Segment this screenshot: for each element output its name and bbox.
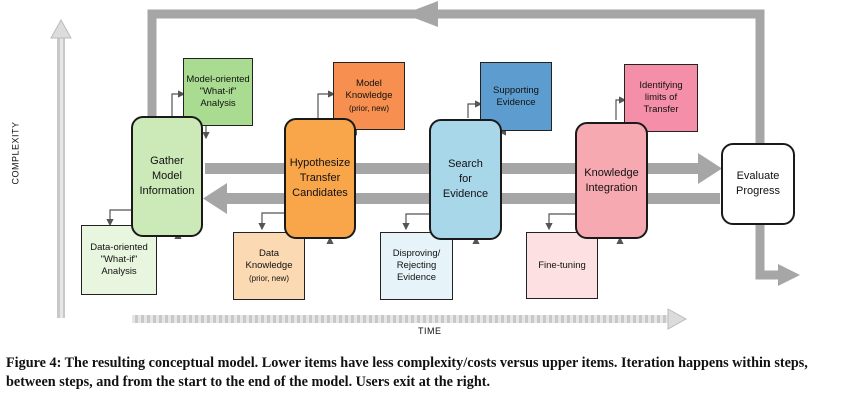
gather-model-information-box: Gather Model Information bbox=[131, 116, 203, 237]
evaluate-progress-box: Evaluate Progress bbox=[721, 143, 795, 225]
identifying-limits-box: Identifying limits of Transfer bbox=[624, 64, 698, 132]
fine-tuning-label: Fine-tuning bbox=[538, 259, 586, 271]
data-knowledge-box: Data Knowledge (prior, new) bbox=[233, 232, 305, 300]
complexity-axis-label: COMPLEXITY bbox=[10, 121, 21, 185]
data-whatif-label: Data-oriented "What-if" Analysis bbox=[90, 242, 148, 277]
complexity-axis-arrow bbox=[50, 18, 72, 318]
evaluate-progress-label: Evaluate Progress bbox=[735, 170, 781, 197]
feedback-loop-arrow bbox=[147, 1, 765, 146]
search-evidence-label: Search for Evidence bbox=[442, 158, 489, 200]
hypothesize-transfer-box: Hypothesize Transfer Candidates bbox=[284, 118, 356, 239]
exit-arrow bbox=[755, 225, 800, 286]
figure-caption-text: Figure 4: The resulting conceptual model… bbox=[6, 355, 808, 390]
data-knowledge-note: (prior, new) bbox=[248, 274, 289, 284]
supporting-evidence-label: Supporting Evidence bbox=[493, 84, 539, 108]
figure-caption: Figure 4: The resulting conceptual model… bbox=[6, 354, 846, 392]
gather-model-information-label: Gather Model Information bbox=[139, 155, 195, 197]
fine-tuning-box: Fine-tuning bbox=[526, 232, 598, 299]
search-evidence-box: Search for Evidence bbox=[429, 119, 502, 240]
model-knowledge-note: (prior, new) bbox=[348, 104, 389, 114]
disproving-evidence-box: Disproving/ Rejecting Evidence bbox=[380, 232, 453, 300]
model-whatif-box: Model-oriented "What-if" Analysis bbox=[183, 58, 253, 126]
time-axis-label: TIME bbox=[418, 326, 442, 336]
hypothesize-transfer-label: Hypothesize Transfer Candidates bbox=[289, 157, 351, 199]
data-knowledge-label: Data Knowledge bbox=[245, 247, 293, 271]
conceptual-model-diagram: COMPLEXITY TIME Model-oriented "What-if"… bbox=[10, 1, 800, 336]
time-axis-arrow bbox=[132, 308, 688, 330]
identifying-limits-label: Identifying limits of Transfer bbox=[639, 80, 683, 115]
model-whatif-label: Model-oriented "What-if" Analysis bbox=[186, 74, 250, 109]
knowledge-integration-label: Knowledge Integration bbox=[584, 166, 639, 194]
model-knowledge-label: Model Knowledge bbox=[345, 77, 393, 101]
knowledge-integration-box: Knowledge Integration bbox=[575, 122, 648, 239]
disproving-evidence-label: Disproving/ Rejecting Evidence bbox=[392, 248, 441, 283]
